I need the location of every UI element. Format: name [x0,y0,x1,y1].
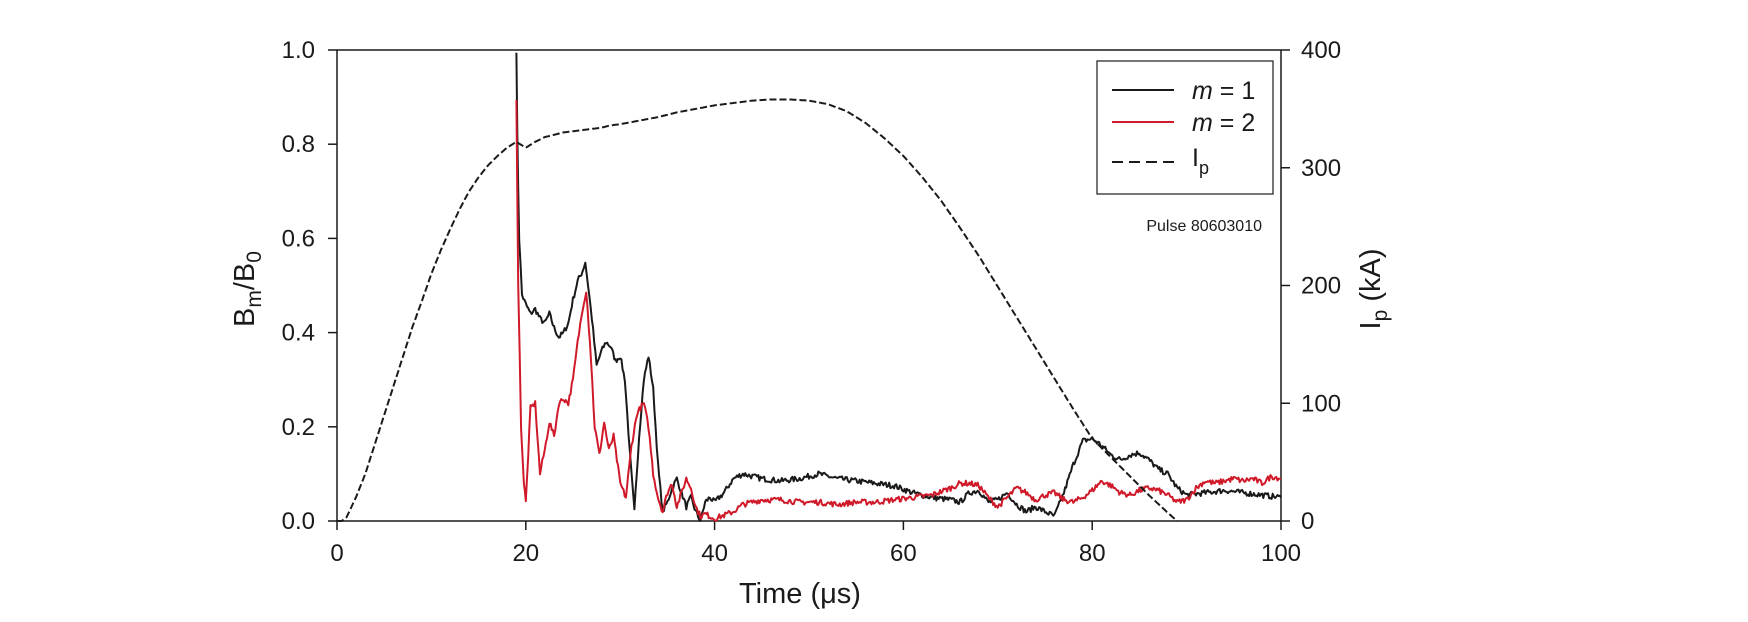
x-tick-label: 0 [330,540,343,567]
y-left-tick-label: 0.6 [282,225,315,252]
x-tick-label: 60 [890,540,917,567]
y-left-tick-label: 0.8 [282,131,315,158]
y-left-tick-label: 0.2 [282,414,315,441]
y-right-tick-label: 300 [1301,155,1341,182]
legend: m = 1 m = 2 Ip [1096,60,1274,195]
series-layer [337,52,1282,522]
legend-label-m1: m = 1 [1192,77,1255,105]
y-left-tick-label: 0.0 [282,508,315,535]
y-right-tick-label: 400 [1301,37,1341,64]
x-axis-label: Time (μs) [739,578,861,610]
series-line-m1 [515,52,1282,522]
y-right-tick-label: 0 [1301,508,1314,535]
y-left-tick-label: 0.4 [282,320,315,347]
pulse-annotation: Pulse 80603010 [1146,218,1262,235]
x-tick-label: 20 [512,540,539,567]
y-left-tick-label: 1.0 [282,37,315,64]
x-tick-label: 40 [701,540,728,567]
series-line-ip [337,98,1178,522]
y-right-axis-label: Ip (kA) [1355,249,1392,330]
y-right-tick-label: 200 [1301,273,1341,300]
y-left-axis-label: Bm/B0 [229,251,266,327]
legend-box [1096,60,1274,195]
y-left-axis-ticks: 0.0 0.2 0.4 0.6 0.8 1.0 [282,37,337,535]
legend-label-m2: m = 2 [1192,109,1255,137]
x-tick-label: 80 [1079,540,1106,567]
y-right-tick-label: 100 [1301,390,1341,417]
series-line-m2 [515,99,1282,522]
x-axis-ticks: 0 20 40 60 80 100 [330,521,1301,567]
legend-label-ip: Ip [1192,144,1209,178]
x-tick-label: 100 [1261,540,1301,567]
y-right-axis-ticks: 0 100 200 300 400 [1281,37,1341,535]
